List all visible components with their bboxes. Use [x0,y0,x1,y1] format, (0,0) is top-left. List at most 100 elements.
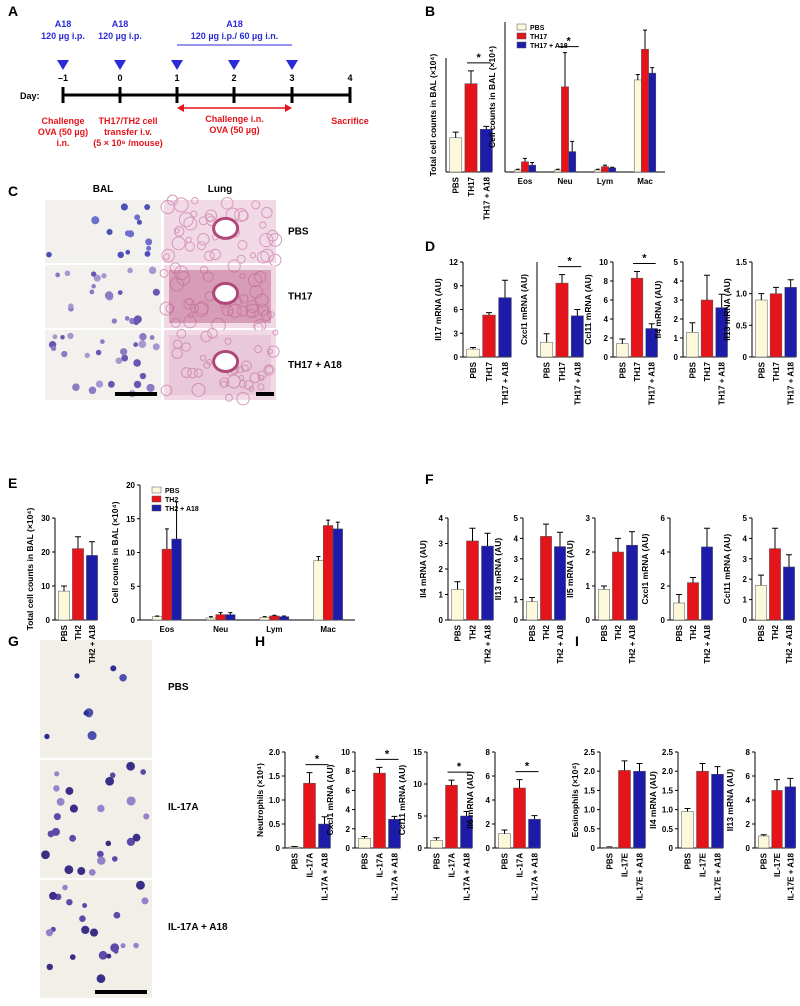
cell [152,288,160,296]
x-tick-label: PBS [501,852,510,869]
cell [133,380,142,389]
legend-label: TH17 + A18 [530,43,568,50]
cell [125,249,131,255]
x-tick-label: TH2 [771,624,780,640]
x-tick-label: TH2 + A18 [628,624,637,663]
bar [598,589,610,621]
bar [498,297,512,358]
cell [141,897,149,905]
y-tick-label: 0 [131,616,136,625]
dose: 120 µg i.p./ 60 µg i.n. [191,31,278,41]
significance: * [566,36,571,48]
error-bar [452,131,459,138]
x-tick-label: TH17 + A18 [787,361,796,405]
y-tick-label: 8 [746,748,751,757]
alveolus [173,226,185,237]
alveolus [227,309,234,316]
alveolus [220,380,228,388]
bar [681,811,694,849]
row-label: TH17 + A18 [288,360,342,371]
x-tick-label: PBS [757,624,766,641]
significance: * [525,761,530,773]
y-tick-label: 10 [126,549,135,558]
y-tick-label: 6 [661,514,666,523]
alveolus [196,241,207,251]
x-tick-label: TH2 [542,624,551,640]
x-tick-label: TH17 [485,361,494,381]
x-tick-label: Mac [320,625,336,634]
cell [46,963,53,971]
error-bar [470,347,476,350]
y-tick-label: 4 [514,534,519,543]
cell [96,974,106,984]
error-bar [515,168,520,170]
error-bar [773,286,779,294]
cell [77,867,86,876]
bar [711,774,724,849]
y-tick-label: 3 [743,555,748,564]
bar [755,585,767,621]
cell [101,273,107,279]
alveolus [268,232,283,247]
error-bar [208,616,213,618]
bar [269,615,280,621]
alveolus [264,365,274,374]
legend-swatch [516,41,527,49]
alveolus [183,216,198,231]
y-tick-label: 10 [413,780,422,789]
injection-marker [57,60,69,70]
event: Sacrifice [331,116,369,126]
y-axis-label: Il6 mRNA (AU) [465,771,475,829]
bar [171,538,182,621]
alveolus [257,370,267,380]
x-tick-label: Eos [518,177,533,186]
cell [74,673,80,679]
cell [133,359,141,367]
error-bar [89,541,95,556]
legend-swatch [151,495,162,503]
alveolus [254,270,267,284]
significance: * [568,256,573,268]
alveolus [248,385,255,392]
cell [146,245,152,251]
alveolus [220,196,234,210]
x-tick-label: Neu [213,625,228,634]
alveolus [183,298,195,310]
alveolus [184,241,195,252]
x-tick-label: IL-17E + A18 [786,852,795,900]
bar [687,582,699,621]
x-tick-label: Mac [637,177,653,186]
cell [81,925,90,935]
error-bar [772,527,778,549]
bar [696,770,709,849]
dose: 120 µg i.p. [41,31,85,41]
error-bar [484,532,491,547]
cell [120,203,128,211]
bar [633,79,642,173]
cell [88,386,97,395]
drug: A18 [112,19,129,29]
day: 3 [289,73,294,83]
alveolus [234,208,248,222]
cell [82,903,88,908]
alveolus [237,239,248,250]
alveolus [193,302,209,318]
legend-swatch [516,32,527,40]
x-tick-label: PBS [528,624,537,641]
cell [145,238,153,246]
cell [95,380,104,388]
bar [58,590,70,621]
x-tick-label: PBS [452,176,461,193]
day: –1 [58,73,68,83]
cell [126,796,136,806]
cell [83,710,89,716]
error-bar [704,527,710,547]
y-axis-label: Il13 mRNA (AU) [725,769,735,832]
injection-marker [228,60,240,70]
y-axis-label: Total cell counts in BAL (×10⁴) [25,508,35,631]
bar [626,544,638,621]
y-tick-label: 2 [661,582,666,591]
dose: 120 µg i.p. [98,31,142,41]
drug: A18 [226,19,243,29]
error-bar [321,816,328,824]
